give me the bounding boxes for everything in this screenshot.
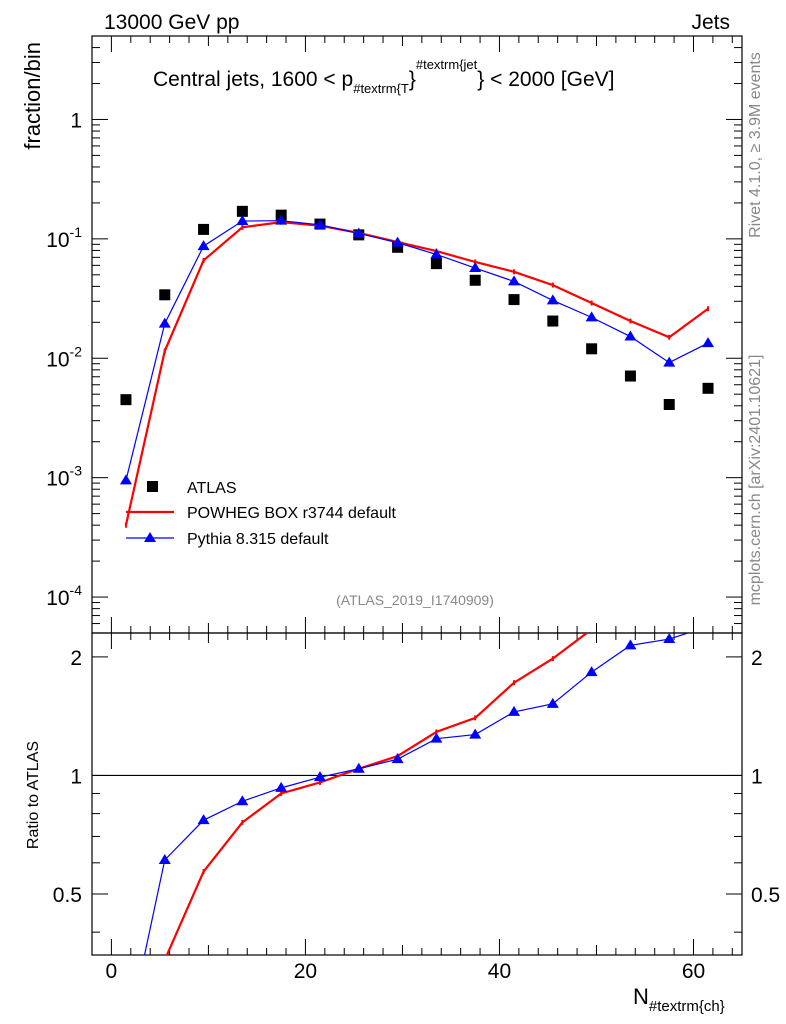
pythia-point bbox=[158, 317, 171, 328]
chart-title: Central jets, 1600 < p#textrm{T}#textrm{… bbox=[153, 57, 614, 96]
pythia-point bbox=[236, 215, 249, 226]
x-tick-label: 40 bbox=[488, 960, 511, 983]
ratio-pythia-line bbox=[143, 633, 690, 955]
legend-pythia-label: Pythia 8.315 default bbox=[187, 531, 329, 548]
atlas-data-point bbox=[120, 394, 132, 406]
x-label-sub: #textrm{ch} bbox=[649, 998, 725, 1015]
lower-y-tick-label-right: 1 bbox=[751, 765, 763, 788]
pythia-point bbox=[702, 337, 715, 348]
legend: ATLAS POWHEG BOX r3744 default Pythia 8.… bbox=[126, 480, 397, 548]
lower-y-tick-label-left: 2 bbox=[70, 647, 82, 670]
x-tick-label: 60 bbox=[682, 960, 705, 983]
x-tick-label: 0 bbox=[106, 960, 118, 983]
pythia-point bbox=[663, 356, 676, 367]
powheg-line bbox=[124, 221, 709, 526]
upper-y-tick-label: 10-4 bbox=[46, 582, 82, 610]
ratio-pythia-point bbox=[430, 732, 443, 743]
atlas-data-point bbox=[547, 315, 559, 327]
upper-y-tick-label: 1 bbox=[70, 109, 82, 132]
lower-y-tick-label-left: 1 bbox=[70, 765, 82, 788]
analysis-id-label: (ATLAS_2019_I1740909) bbox=[336, 592, 494, 608]
upper-y-tick-label: 10-3 bbox=[46, 463, 82, 491]
atlas-data-point bbox=[236, 205, 248, 217]
lower-axis-ticks bbox=[92, 633, 742, 955]
ratio-pythia-point bbox=[275, 781, 288, 792]
ratio-pythia-point bbox=[663, 633, 676, 644]
ratio-pythia-point bbox=[158, 853, 171, 864]
upper-y-tick-labels: 10-4 10-3 10-2 10-1 1 bbox=[46, 109, 82, 610]
lower-tick-labels: 0.5 0.51 12 20 20 40 60 bbox=[53, 647, 780, 983]
ratio-pythia-point bbox=[352, 762, 365, 773]
lower-panel-frame bbox=[91, 632, 743, 956]
atlas-data-point bbox=[430, 258, 442, 270]
x-axis-label: N#textrm{ch} bbox=[633, 984, 725, 1015]
pythia-point bbox=[352, 227, 365, 238]
atlas-data-point bbox=[663, 398, 675, 410]
pythia-point bbox=[508, 275, 521, 286]
upper-y-tick-label: 10-1 bbox=[46, 224, 82, 252]
header-left-label: 13000 GeV pp bbox=[104, 11, 239, 34]
atlas-data-point bbox=[702, 382, 714, 394]
title-sup: #textrm{jet bbox=[416, 57, 478, 72]
lower-y-tick-label-right: 0.5 bbox=[751, 884, 780, 907]
legend-atlas-label: ATLAS bbox=[187, 480, 237, 497]
atlas-data-point bbox=[159, 289, 171, 301]
lower-y-tick-label-right: 2 bbox=[751, 647, 763, 670]
upper-y-tick-label: 10-2 bbox=[46, 343, 82, 371]
header-right-label: Jets bbox=[691, 11, 730, 34]
pythia-point bbox=[585, 311, 598, 322]
lower-y-axis-label: Ratio to ATLAS bbox=[25, 741, 42, 849]
atlas-data-point bbox=[392, 241, 404, 253]
legend-powheg-label: POWHEG BOX r3744 default bbox=[187, 505, 397, 522]
legend-pythia-marker bbox=[144, 532, 156, 542]
x-tick-label: 20 bbox=[294, 960, 317, 983]
upper-series-group bbox=[119, 205, 715, 528]
legend-atlas-marker bbox=[147, 481, 158, 492]
pythia-line bbox=[125, 220, 709, 481]
ratio-pythia-point bbox=[546, 697, 559, 708]
ratio-pythia-point bbox=[585, 666, 598, 677]
atlas-data-point bbox=[586, 343, 598, 355]
pythia-point bbox=[469, 262, 482, 273]
upper-y-axis-label: fraction/bin bbox=[20, 42, 45, 150]
ratio-pythia-point bbox=[313, 771, 326, 782]
atlas-data-point bbox=[508, 294, 520, 306]
title-mid: } bbox=[409, 68, 416, 91]
ratio-pythia-point bbox=[469, 728, 482, 739]
atlas-data-point bbox=[624, 370, 636, 382]
x-label-main: N bbox=[633, 984, 649, 1009]
title-pre: Central jets, 1600 < p bbox=[153, 68, 353, 91]
title-post: } < 2000 [GeV] bbox=[477, 68, 614, 91]
atlas-data-point bbox=[198, 223, 210, 235]
pythia-point bbox=[391, 236, 404, 247]
lower-series-group bbox=[143, 620, 714, 955]
pythia-point bbox=[430, 248, 443, 259]
ratio-pythia-point bbox=[624, 639, 637, 650]
ratio-powheg-line bbox=[165, 633, 589, 955]
lower-y-tick-label-left: 0.5 bbox=[53, 884, 82, 907]
ratio-pythia-point bbox=[197, 814, 210, 825]
pythia-point bbox=[624, 330, 637, 341]
ratio-pythia-point bbox=[508, 705, 521, 716]
rivet-version-label: Rivet 4.1.0, ≥ 3.9M events bbox=[747, 52, 764, 238]
pythia-point bbox=[197, 240, 210, 251]
pythia-point bbox=[119, 474, 132, 485]
atlas-data-point bbox=[469, 274, 481, 286]
mcplots-label: mcplots.cern.ch [arXiv:2401.10621] bbox=[747, 355, 764, 606]
ratio-pythia-point bbox=[391, 753, 404, 764]
pythia-point bbox=[313, 218, 326, 229]
ratio-pythia-point bbox=[702, 620, 714, 630]
pythia-point bbox=[275, 214, 288, 225]
ratio-pythia-point bbox=[236, 795, 249, 806]
title-sub: #textrm{T bbox=[353, 81, 409, 96]
upper-axis-ticks bbox=[92, 35, 742, 634]
pythia-point bbox=[546, 294, 559, 305]
